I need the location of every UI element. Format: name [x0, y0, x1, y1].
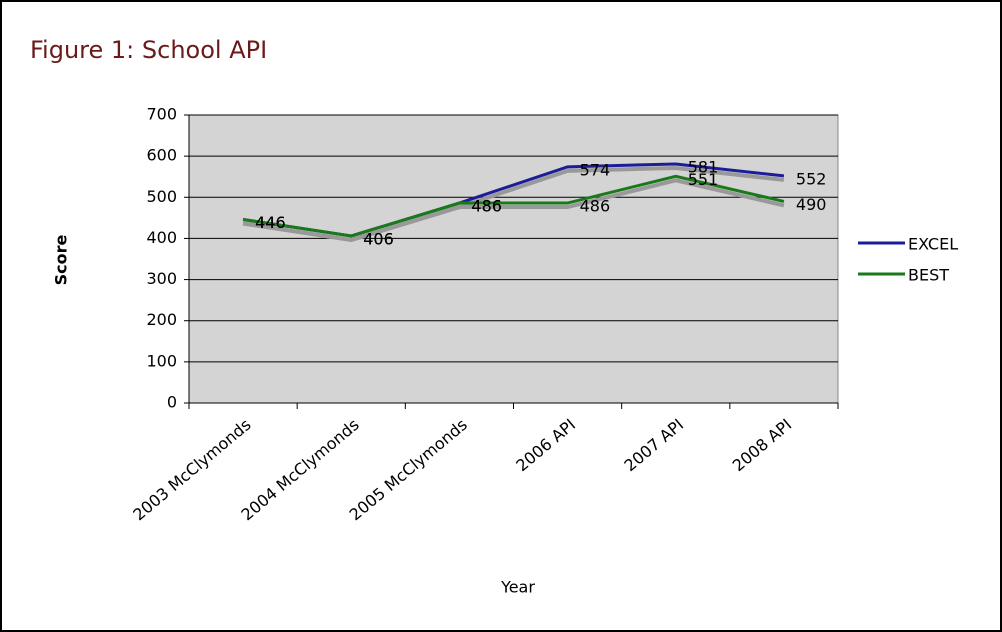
- line: [242, 174, 785, 238]
- y-tick-label: 100: [146, 351, 177, 370]
- y-tick-label: 0: [167, 393, 177, 412]
- data-label: 406: [363, 229, 394, 248]
- legend-label: EXCEL: [908, 235, 958, 254]
- data-label: 581: [688, 157, 719, 176]
- y-tick-label: 200: [146, 310, 177, 329]
- y-tick-label: 300: [146, 269, 177, 288]
- data-label: 490: [796, 195, 827, 214]
- data-label: 551: [688, 170, 719, 189]
- data-label: 552: [796, 169, 827, 188]
- data-label: 446: [255, 213, 286, 232]
- y-tick-label: 700: [146, 105, 177, 124]
- data-label: 574: [580, 160, 611, 179]
- line-shadow: [242, 178, 785, 243]
- legend-label: BEST: [908, 266, 949, 285]
- x-axis-label: Year: [500, 578, 535, 597]
- y-axis-label: Score: [52, 234, 71, 285]
- data-label: 406: [363, 229, 394, 248]
- y-tick-label: 500: [146, 187, 177, 206]
- data-label: 486: [471, 197, 502, 216]
- data-label: 486: [471, 197, 502, 216]
- chart-title: Figure 1: School API: [30, 36, 267, 64]
- data-label: 446: [255, 213, 286, 232]
- y-tick-label: 600: [146, 146, 177, 165]
- data-label: 486: [580, 197, 611, 216]
- y-tick-label: 400: [146, 228, 177, 247]
- plot-area: [188, 114, 839, 404]
